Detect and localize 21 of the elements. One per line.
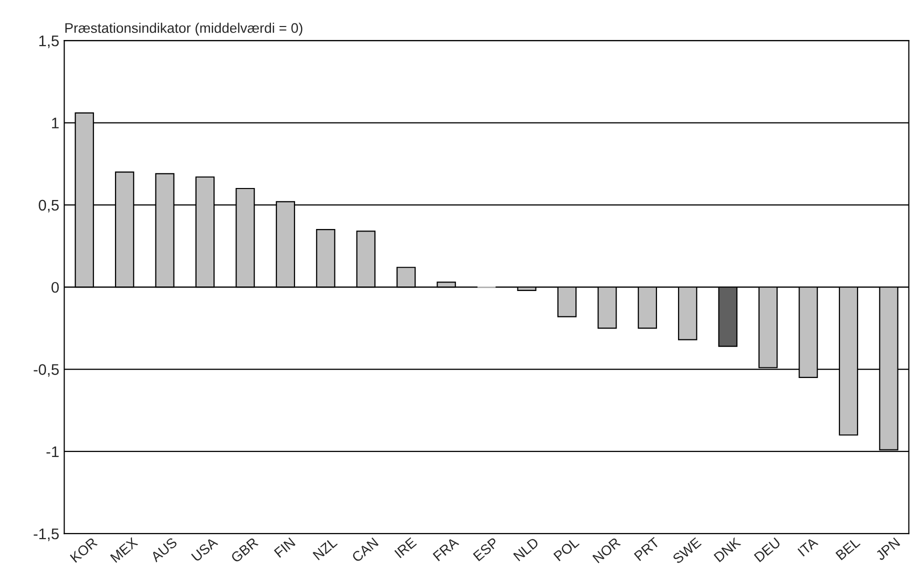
x-tick-label: CAN [351, 537, 379, 563]
x-tick-label: NZL [312, 537, 338, 560]
y-tick-label: -1 [46, 446, 59, 457]
x-tick-label: USA [190, 536, 218, 562]
y-tick-label: 1 [52, 118, 59, 128]
y-tick-label: -1,5 [34, 528, 59, 542]
x-tick-label: GBR [230, 537, 259, 564]
x-tick-label: JPN [874, 537, 900, 561]
y-tick-label: 0,5 [38, 200, 59, 212]
x-tick-label: ESP [472, 537, 500, 562]
y-tick-label: -0,5 [34, 364, 59, 377]
x-tick-label: ITA [798, 536, 818, 556]
x-tick-label: NLD [513, 537, 540, 562]
x-tick-label: IRE [394, 537, 417, 558]
x-tick-label: POL [553, 536, 580, 562]
x-tick-label: FRA [432, 536, 460, 562]
y-tick-label: 0 [52, 282, 59, 293]
y-tick-label: 1,5 [39, 36, 59, 48]
x-tick-label: BEL [835, 537, 861, 560]
y-axis-title: Præstationsindikator (middelværdi = 0) [65, 22, 302, 36]
x-tick-label: FIN [274, 537, 296, 558]
